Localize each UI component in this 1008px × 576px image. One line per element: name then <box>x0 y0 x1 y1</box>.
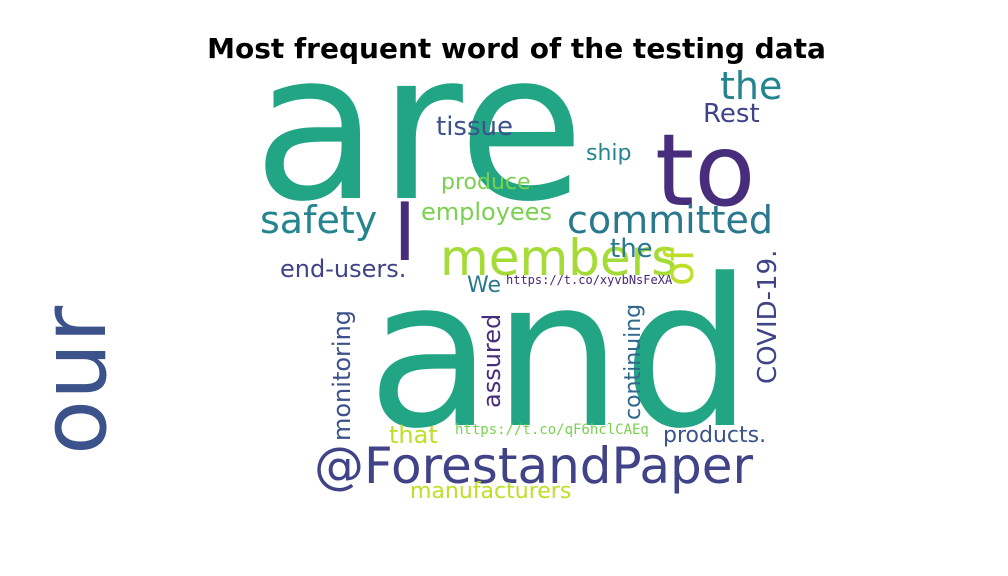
word-that: that <box>389 421 438 449</box>
figure-title: Most frequent word of the testing data <box>207 32 826 65</box>
word-forestandpaper: @ForestandPaper <box>314 437 754 495</box>
word-products: products. <box>663 423 766 448</box>
word-assured: assured <box>478 314 506 408</box>
word-url2: https://t.co/qF6hclCAEq <box>455 422 649 438</box>
word-I: I <box>393 186 417 279</box>
word-we: We <box>467 273 501 298</box>
word-of: of <box>657 247 703 286</box>
word-are: are <box>253 9 585 247</box>
word-monitoring: monitoring <box>328 310 356 441</box>
word-to: to <box>655 112 755 229</box>
word-employees: employees <box>421 198 552 226</box>
word-ship: ship <box>586 141 631 166</box>
word-and: and <box>367 236 753 474</box>
word-committed: committed <box>567 198 773 242</box>
word-our: our <box>22 306 127 455</box>
word-manufacturers: manufacturers <box>410 479 571 504</box>
word-rest: Rest <box>703 99 760 129</box>
word-produce: produce <box>441 170 531 195</box>
word-the-mid: the <box>610 234 653 264</box>
word-the-top: the <box>720 64 782 108</box>
word-members: members <box>440 229 677 287</box>
word-end-users: end-users. <box>280 255 406 283</box>
word-tissue: tissue <box>436 112 513 142</box>
word-url1: https://t.co/xyvbNsFeXA <box>506 273 673 287</box>
word-safety: safety <box>260 198 377 242</box>
word-covid: COVID-19. <box>753 250 783 384</box>
word-continuing: continuing <box>621 304 646 420</box>
